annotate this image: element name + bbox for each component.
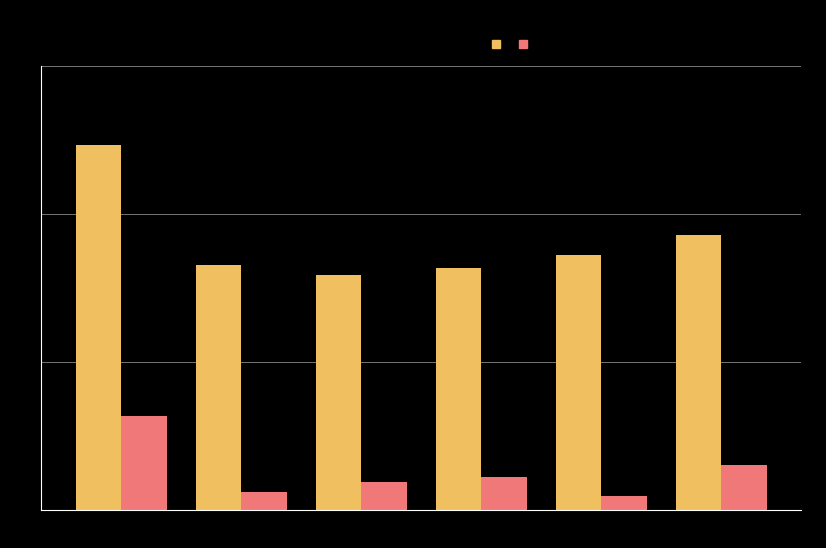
Bar — [435, 268, 482, 510]
Bar — [721, 465, 767, 510]
Bar — [196, 265, 241, 510]
Bar — [121, 416, 167, 510]
Bar — [676, 236, 721, 510]
Bar — [316, 275, 361, 510]
Bar — [361, 482, 407, 510]
Bar — [241, 492, 287, 510]
Bar — [556, 255, 601, 510]
Bar — [482, 477, 527, 510]
Bar — [76, 145, 121, 510]
Legend:  ,  : , — [488, 36, 537, 55]
Bar — [601, 496, 647, 510]
